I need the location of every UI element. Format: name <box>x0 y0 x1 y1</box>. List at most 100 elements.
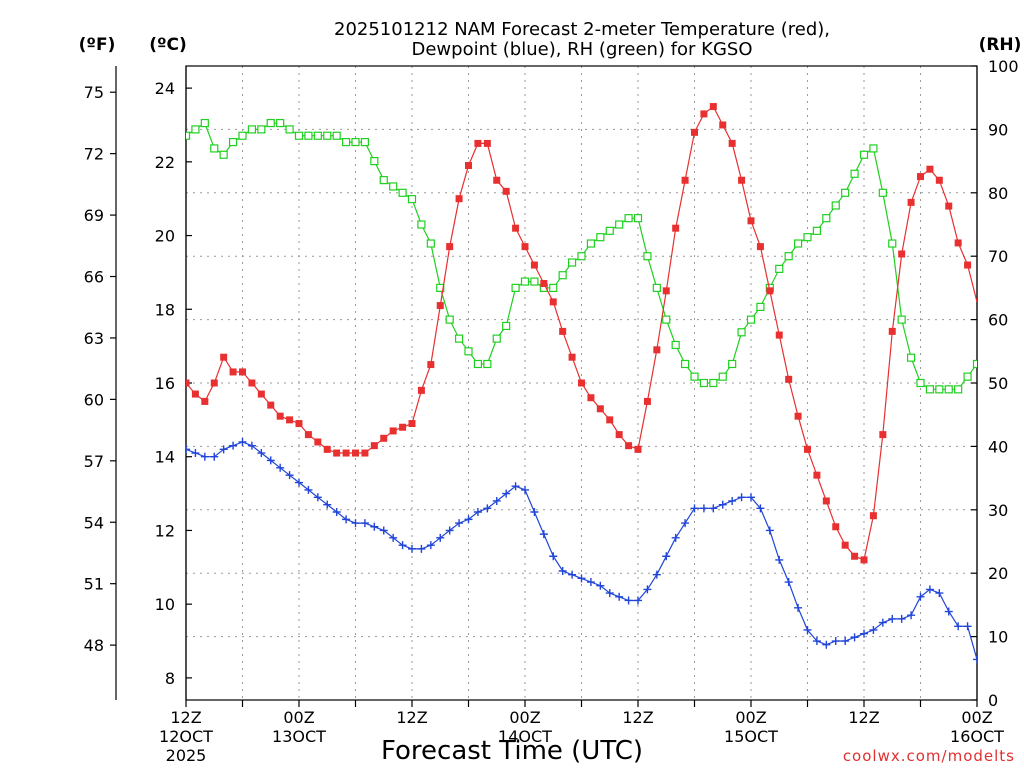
temperature-point <box>314 438 322 446</box>
rh-point <box>294 131 304 140</box>
dewpoint-point <box>718 500 727 509</box>
dewpoint-point <box>455 519 464 528</box>
dewpoint-point <box>794 603 803 612</box>
temperature-point <box>229 368 237 376</box>
temperature-point <box>964 261 972 269</box>
rh-point <box>210 144 219 153</box>
temperature-point <box>493 176 501 184</box>
temperature-point <box>954 239 962 247</box>
temperature-point <box>352 449 359 457</box>
celsius-axis: 8 10 12 14 16 18 20 22 24 <box>155 79 192 688</box>
temperature-point <box>672 224 680 232</box>
temperature-point <box>898 250 906 258</box>
temperature-point <box>474 139 482 147</box>
rh-point <box>624 214 633 223</box>
temperature-point <box>191 390 199 398</box>
rh-point <box>186 131 191 140</box>
dewpoint-point <box>473 508 482 517</box>
series-layer <box>186 103 977 664</box>
x-tick-date-label: 12OCT <box>159 727 213 746</box>
dewpoint-point <box>191 449 200 458</box>
temperature-point <box>333 449 341 457</box>
temperature-point <box>568 353 576 361</box>
rh-point <box>709 378 718 388</box>
rh-point <box>822 214 831 223</box>
temperature-point <box>361 449 369 457</box>
rh-point <box>859 150 869 159</box>
dewpoint-point <box>332 508 341 517</box>
dewpoint-point <box>304 485 313 494</box>
rh-point <box>756 302 765 312</box>
rh-point <box>351 137 360 147</box>
temperature-point <box>267 401 275 409</box>
celsius-unit-label: (ºC) <box>149 35 187 55</box>
fahrenheit-tick-label: 69 <box>84 206 104 225</box>
rh-point <box>812 226 822 235</box>
dewpoint-point <box>436 533 445 542</box>
dewpoint-point <box>728 496 737 505</box>
dewpoint-point <box>831 637 840 646</box>
rh-point <box>841 188 850 197</box>
dewpoint-point <box>671 533 680 542</box>
temperature-point <box>935 176 943 184</box>
fahrenheit-tick-label: 66 <box>84 268 104 287</box>
dewpoint-point <box>285 471 294 480</box>
temperature-point <box>465 162 472 170</box>
rh-point <box>257 125 266 134</box>
chart-title-line1: 2025101212 NAM Forecast 2-meter Temperat… <box>334 19 830 40</box>
dewpoint-point <box>186 445 190 454</box>
dewpoint-point <box>681 519 690 528</box>
rh-point <box>605 226 614 235</box>
dewpoint-point <box>973 655 977 664</box>
rh-point <box>200 118 209 128</box>
temperature-point <box>201 397 209 405</box>
rh-point <box>803 233 812 242</box>
x-tick-label: 00Z <box>735 708 766 727</box>
rh-point <box>558 271 567 280</box>
rh-point <box>567 258 577 267</box>
fahrenheit-tick-label: 60 <box>84 390 104 409</box>
temperature-point <box>455 195 463 203</box>
rh-point <box>332 131 341 140</box>
temperature-point <box>662 287 670 295</box>
dewpoint-point <box>869 625 878 634</box>
dewpoint-point <box>775 555 784 564</box>
dewpoint-point <box>210 452 219 461</box>
temperature-point <box>549 298 557 306</box>
temperature-point <box>596 405 604 413</box>
dewpoint-point <box>257 449 266 458</box>
x-tick-label: 00Z <box>961 708 992 727</box>
dewpoint-point <box>492 496 501 505</box>
dewpoint-point <box>379 526 388 535</box>
dewpoint-point <box>577 574 586 583</box>
dewpoint-point <box>662 552 671 561</box>
celsius-tick-label: 16 <box>155 374 175 393</box>
rh-point <box>746 315 756 324</box>
temperature-point <box>634 445 642 453</box>
rh-point <box>502 321 511 331</box>
rh-point <box>643 252 652 261</box>
dewpoint-point <box>963 622 972 631</box>
temperature-point <box>417 386 425 394</box>
dewpoint-point <box>756 504 765 513</box>
dewpoint-point <box>229 441 238 450</box>
rh-point <box>793 239 803 248</box>
dewpoint-point <box>247 441 256 450</box>
dewpoint-point <box>276 463 285 472</box>
rh-point <box>925 385 935 394</box>
rh-point <box>266 118 275 128</box>
dewpoint-point <box>954 622 963 631</box>
rh-point <box>511 283 520 292</box>
temperature-point <box>917 173 924 181</box>
dewpoint-point <box>888 614 897 623</box>
rh-point <box>549 283 558 292</box>
chart-title-line2: Dewpoint (blue), RH (green) for KGSO <box>411 39 752 60</box>
celsius-tick-label: 22 <box>155 153 175 172</box>
temperature-point <box>295 420 303 428</box>
rh-tick-label: 90 <box>988 120 1008 139</box>
temperature-point <box>879 431 887 439</box>
rh-point <box>341 137 351 147</box>
rh-point <box>671 340 680 350</box>
rh-point <box>944 385 953 394</box>
